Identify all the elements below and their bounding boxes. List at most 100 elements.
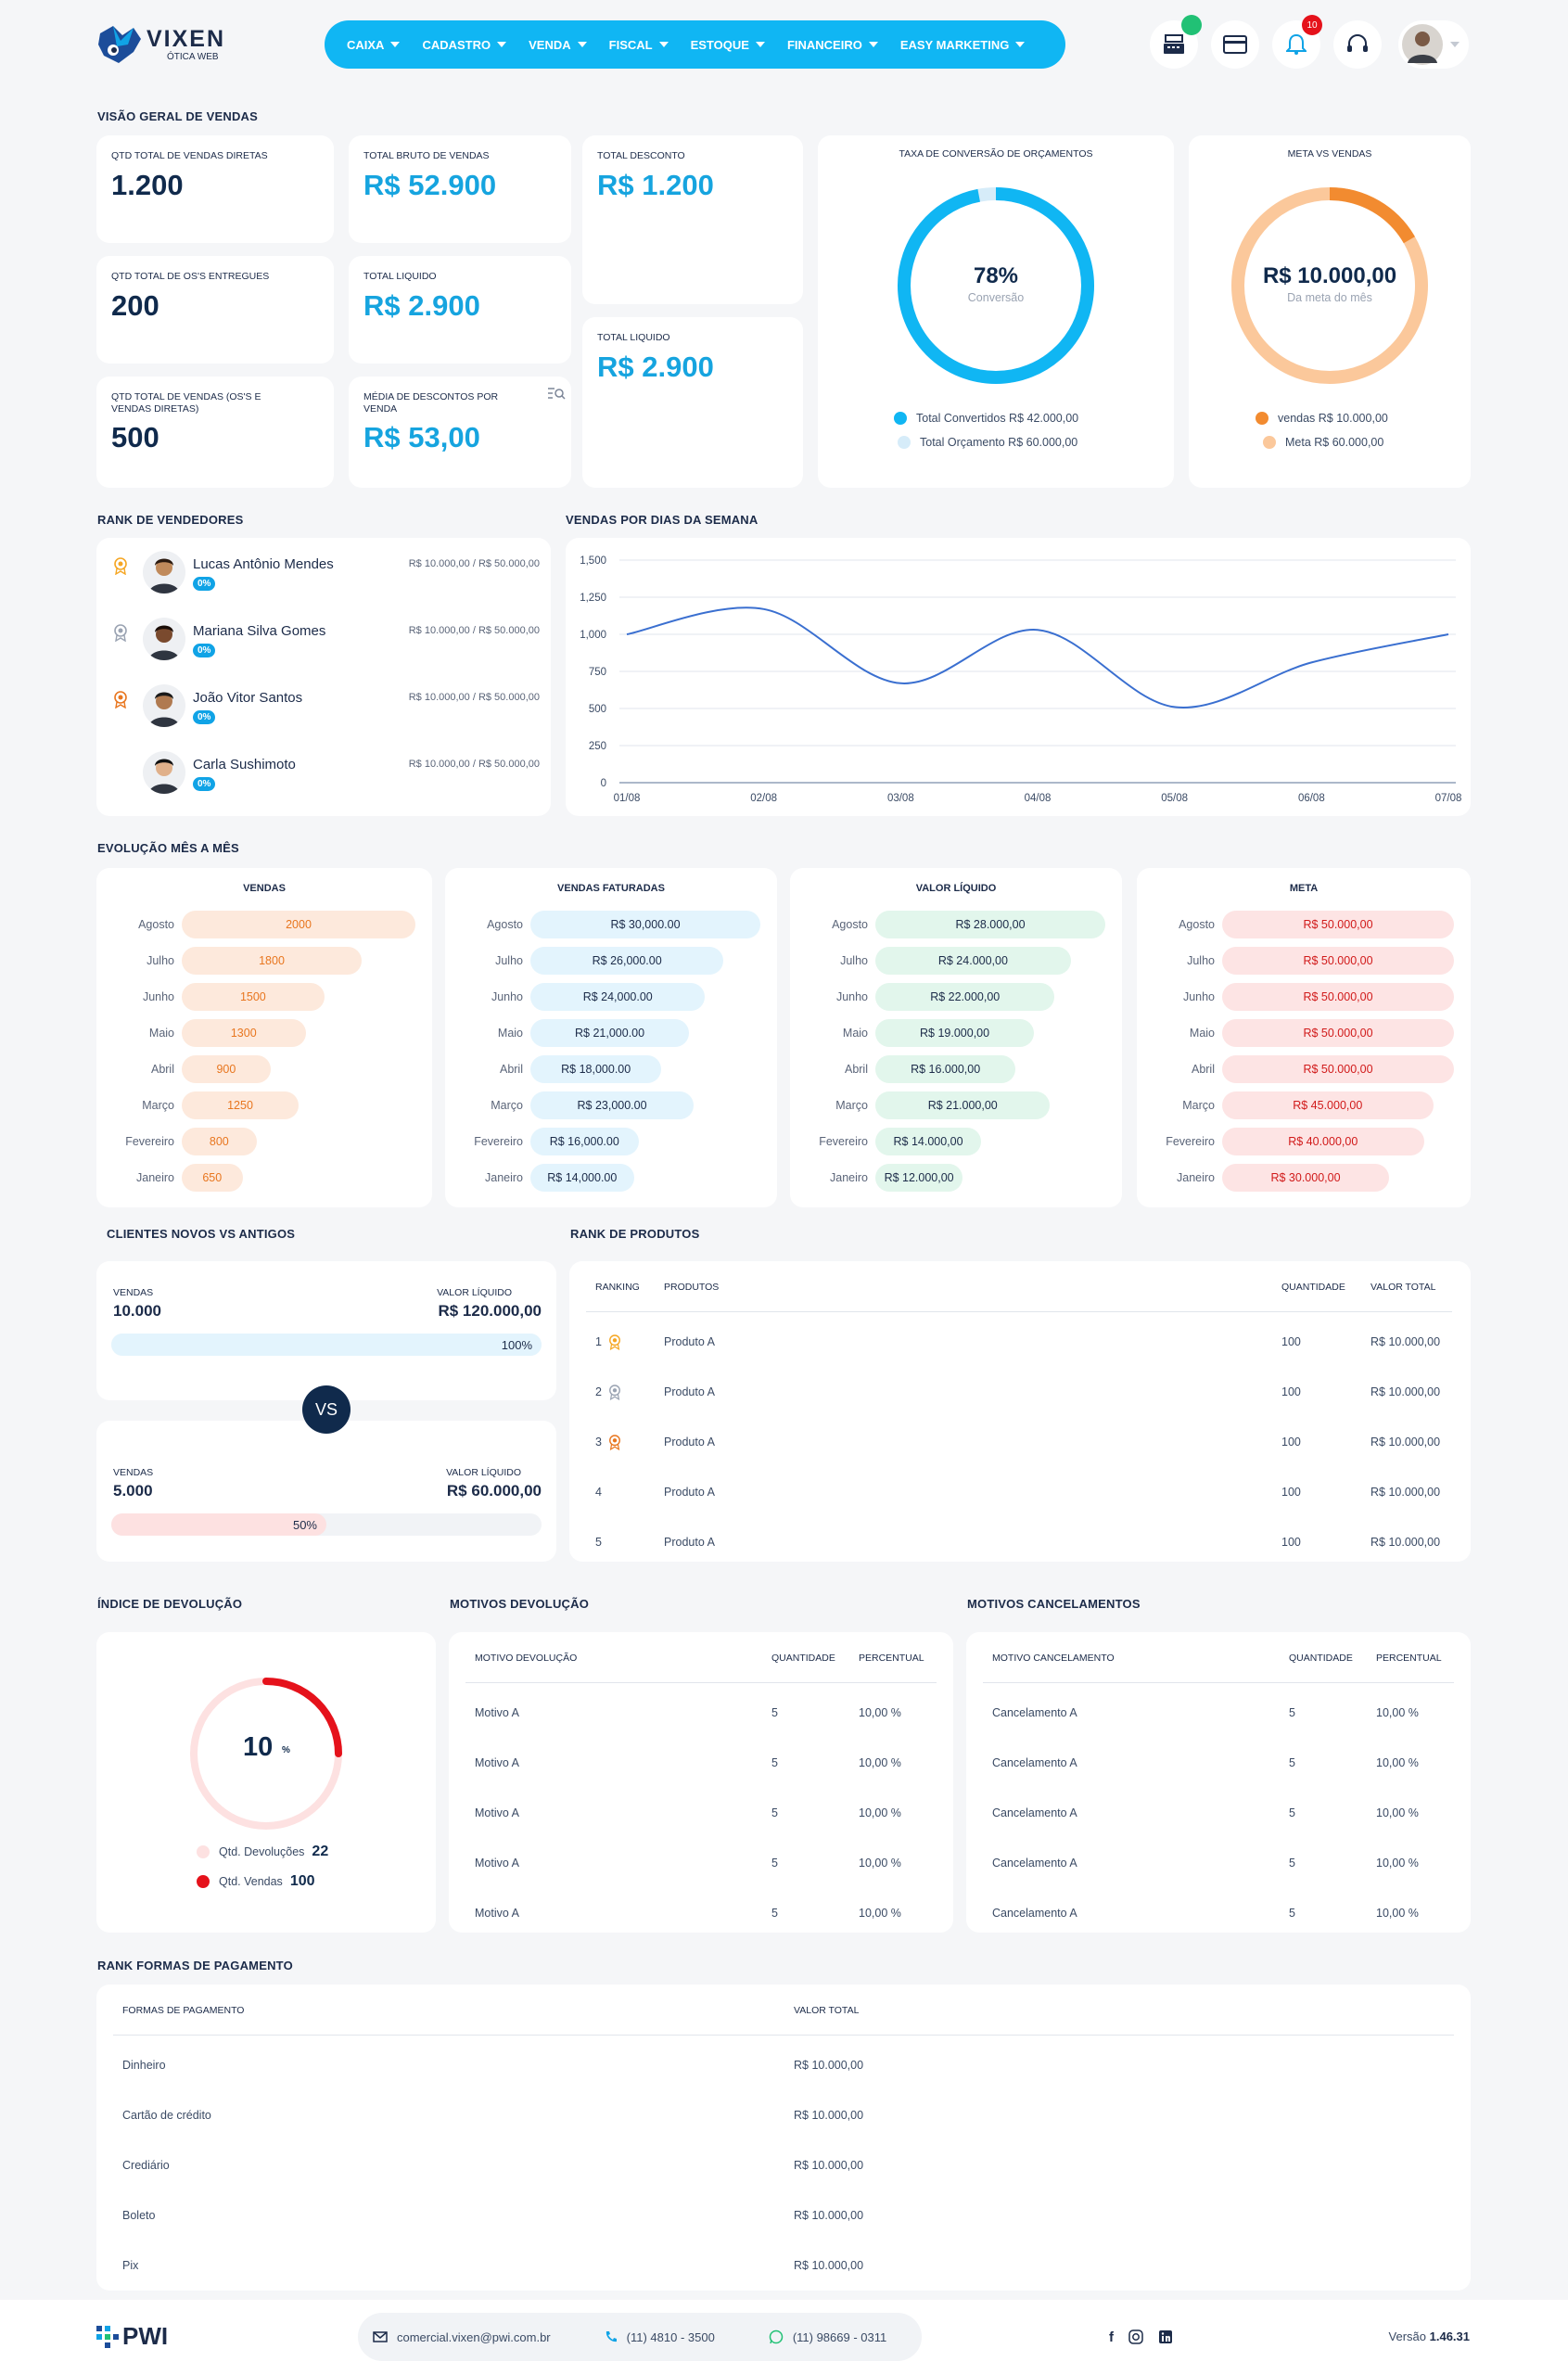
month-label: Junho [1182,990,1215,1003]
evolution-bar: R$ 50.000,00 [1222,983,1454,1011]
payment-method: Pix [122,2259,139,2272]
reason-percent: 10,00 % [1376,1706,1419,1719]
product-name: Produto A [664,1436,715,1449]
product-name: Produto A [664,1335,715,1348]
cash-register-button[interactable] [1150,15,1202,69]
nav-venda[interactable]: VENDA [529,38,587,52]
support-button[interactable] [1333,20,1382,69]
legend-converted: Total Convertidos R$ 42.000,00 [894,412,1078,425]
fox-logo-icon [98,26,141,63]
col-percent: PERCENTUAL [859,1653,924,1664]
vixen-logo[interactable]: VIXEN ÓTICA WEB [96,24,254,67]
cash-register-icon [1164,34,1184,54]
product-quantity: 100 [1281,1536,1301,1549]
nav-estoque[interactable]: ESTOQUE [691,38,765,52]
month-label: Maio [1189,1027,1215,1040]
contact-bar: comercial.vixen@pwi.com.br (11) 4810 - 3… [358,2313,922,2361]
evolution-bar: R$ 14,000.00 [530,1164,634,1192]
month-label: Julho [495,954,523,967]
phone-link[interactable]: (11) 4810 - 3500 [605,2330,715,2344]
facebook-icon[interactable]: f [1109,2329,1114,2345]
card-button[interactable] [1211,20,1259,69]
product-quantity: 100 [1281,1486,1301,1499]
reason-percent: 10,00 % [859,1907,901,1920]
col-total: VALOR TOTAL [1370,1282,1436,1293]
x-tick-label: 03/08 [887,793,914,804]
evolution-bar: 1300 [182,1019,306,1047]
email-text: comercial.vixen@pwi.com.br [397,2329,551,2344]
instagram-icon[interactable] [1128,2329,1143,2344]
whatsapp-icon [769,2329,784,2344]
month-label: Agosto [832,918,868,931]
x-tick-label: 01/08 [614,793,641,804]
returns-donut [190,1678,342,1830]
month-label: Fevereiro [1166,1135,1215,1148]
evolution-bar: 2000 [182,911,415,938]
evolution-row: Fevereiro R$ 40.000,00 [1137,1128,1471,1155]
footer: PWI comercial.vixen@pwi.com.br (11) 4810… [0,2300,1568,2374]
y-tick-label: 500 [589,704,606,715]
evolution-bar: R$ 18,000.00 [530,1055,662,1083]
x-tick-label: 05/08 [1161,793,1188,804]
divider [983,1682,1454,1683]
nav-caixa[interactable]: CAIXA [347,38,400,52]
headset-icon [1347,34,1368,52]
user-menu[interactable] [1398,20,1469,69]
linkedin-icon[interactable] [1158,2329,1173,2344]
conversion-sub: Conversão [967,291,1025,304]
legend-value: 22 [312,1844,329,1859]
notifications-button[interactable]: 10 [1272,15,1322,69]
reason-quantity: 5 [771,1806,778,1819]
x-tick-label: 06/08 [1298,793,1325,804]
old-sales-label: VENDAS [113,1467,154,1478]
kpi-card-gross-sales: TOTAL BRUTO DE VENDAS R$ 52.900 [349,135,571,243]
nav-fiscal[interactable]: FISCAL [609,38,669,52]
seller-row[interactable]: Carla Sushimoto 0% R$ 10.000,00 / R$ 50.00… [96,747,551,803]
evolution-row: Fevereiro R$ 16,000.00 [445,1128,777,1155]
month-label: Janeiro [485,1171,523,1184]
meta-donut [1231,187,1428,384]
reason-name: Cancelamento A [992,1706,1077,1719]
version-info: Versão 1.46.31 [1389,2329,1470,2343]
payment-total: R$ 10.000,00 [794,2159,864,2172]
x-tick-label: 04/08 [1025,793,1052,804]
month-label: Fevereiro [474,1135,523,1148]
return-reasons-title: MOTIVOS DEVOLUÇÃO [450,1597,590,1611]
cancel-reasons-title: MOTIVOS CANCELAMENTOS [967,1597,1141,1611]
avatar [1402,24,1443,65]
month-label: Agosto [138,918,174,931]
old-clients-card: VENDAS 5.000 VALOR LÍQUIDO R$ 60.000,00 … [96,1421,556,1562]
evolution-bar: R$ 24,000.00 [530,983,706,1011]
nav-cadastro[interactable]: CADASTRO [422,38,506,52]
new-progress-fill: 100% [111,1334,542,1356]
seller-row[interactable]: João Vitor Santos 0% R$ 10.000,00 / R$ 50.… [96,681,551,736]
month-label: Agosto [1179,918,1215,931]
evolution-row: Junho 1500 [96,983,432,1011]
month-label: Junho [491,990,523,1003]
evolution-row: Janeiro R$ 12.000,00 [790,1164,1122,1192]
legend-value: 100 [289,1873,315,1889]
nav-easy-marketing[interactable]: EASY MARKETING [900,38,1026,52]
rank-sellers-title: RANK DE VENDEDORES [97,513,244,527]
legend-label: Meta R$ 60.000,00 [1285,436,1384,449]
panel-title: VALOR LÍQUIDO [915,883,997,894]
search-list-icon[interactable] [547,386,566,401]
kpi-label: QTD TOTAL DE VENDAS (OS'S E VENDAS DIRET… [111,391,261,415]
seller-row[interactable]: Mariana Silva Gomes 0% R$ 10.000,00 / R$ 5… [96,614,551,670]
evolution-row: Abril R$ 18,000.00 [445,1055,777,1083]
whatsapp-text: (11) 98669 - 0311 [792,2329,887,2344]
seller-row[interactable]: Lucas Antônio Mendes 0% R$ 10.000,00 / R$ … [96,547,551,603]
reason-quantity: 5 [1289,1756,1295,1769]
email-link[interactable]: comercial.vixen@pwi.com.br [373,2330,551,2344]
weekday-title: VENDAS POR DIAS DA SEMANA [566,513,759,527]
evolution-bar: R$ 50.000,00 [1222,911,1454,938]
weekday-chart-card: 0 250 500 750 1,000 1,250 1,500 01/08 02/08 03/08… [566,538,1471,816]
whatsapp-link[interactable]: (11) 98669 - 0311 [769,2329,886,2344]
divider [465,1682,937,1683]
evolution-row: Abril R$ 50.000,00 [1137,1055,1471,1083]
reason-quantity: 5 [1289,1806,1295,1819]
evolution-row: Março R$ 21.000,00 [790,1091,1122,1119]
nav-financeiro[interactable]: FINANCEIRO [787,38,878,52]
reason-percent: 10,00 % [859,1756,901,1769]
avatar [143,551,185,594]
